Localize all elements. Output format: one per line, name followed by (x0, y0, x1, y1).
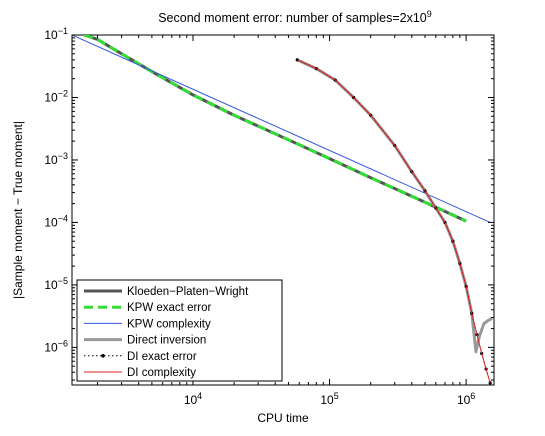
chart-title: Second moment error: number of samples=2… (158, 9, 432, 25)
y-tick-label: 10−1 (44, 26, 68, 42)
x-tick-label: 105 (320, 391, 338, 407)
y-tick-label: 10−5 (44, 276, 68, 292)
series-line-6 (297, 59, 491, 384)
x-tick-label: 106 (457, 391, 475, 407)
y-tick-label: 10−3 (44, 151, 68, 167)
x-tick-label: 104 (184, 391, 202, 407)
legend-label-2: KPW exact error (127, 302, 212, 314)
series-layer (72, 35, 493, 385)
legend-marker (101, 354, 105, 358)
y-axis-label: |Sample moment − True moment| (11, 121, 25, 299)
ticks-layer: 104 105 106 10−1 10−2 10−3 10−4 10−5 10−6 (44, 26, 494, 407)
legend-label-3: KPW complexity (127, 318, 211, 330)
series-point (488, 381, 492, 385)
legend-label-5: DI exact error (127, 351, 197, 363)
y-tick-label: 10−6 (44, 338, 68, 354)
legend-label-4: Direct inversion (127, 335, 206, 347)
chart-title-exponent: 9 (427, 9, 432, 19)
series-line-2 (83, 35, 467, 223)
y-tick-label: 10−2 (44, 88, 68, 104)
legend-label-1: Kloeden−Platen−Wright (127, 286, 249, 298)
chart-title-main: Second moment error: number of samples=2… (158, 11, 427, 25)
x-axis-label: CPU time (257, 411, 309, 425)
y-tick-label: 10−4 (44, 213, 68, 229)
legend-box (76, 279, 283, 382)
series-line-3 (72, 35, 491, 223)
legend-label-6: DI complexity (127, 367, 196, 379)
legend: Kloeden−Platen−Wright KPW exact error KPW … (76, 279, 283, 382)
